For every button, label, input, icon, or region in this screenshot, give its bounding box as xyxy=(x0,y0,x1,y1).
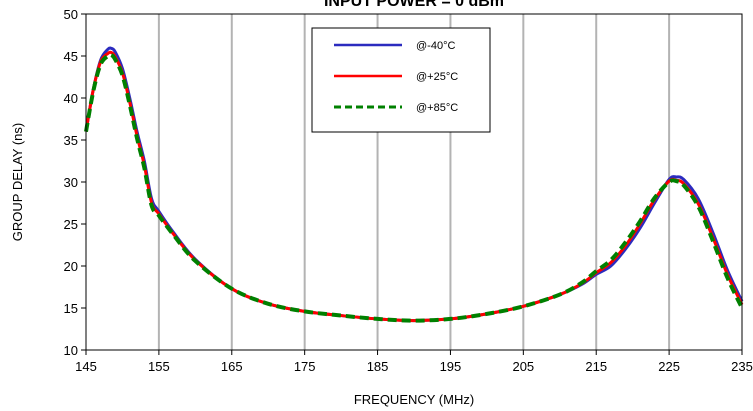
y-axis: 10 15 20 25 30 35 40 45 50 xyxy=(64,7,86,358)
x-tick-label: 165 xyxy=(221,359,243,374)
x-tick-label: 185 xyxy=(367,359,389,374)
legend-label-3: @+85°C xyxy=(416,102,458,114)
y-tick-label: 30 xyxy=(64,175,78,190)
x-tick-label: 155 xyxy=(148,359,170,374)
y-axis-label: GROUP DELAY (ns) xyxy=(10,123,25,241)
x-tick-label: 195 xyxy=(440,359,462,374)
x-tick-label: 145 xyxy=(75,359,97,374)
chart-title: INPUT POWER = 0 dBm xyxy=(324,0,504,10)
x-tick-label: 225 xyxy=(658,359,680,374)
x-tick-label: 205 xyxy=(512,359,534,374)
legend-label-1: @-40°C xyxy=(416,40,455,52)
x-axis: 145 155 165 175 185 195 205 215 225 235 xyxy=(75,350,753,374)
x-axis-label: FREQUENCY (MHz) xyxy=(354,392,474,407)
y-tick-label: 10 xyxy=(64,343,78,358)
legend: @-40°C @+25°C @+85°C xyxy=(311,27,491,133)
y-tick-label: 40 xyxy=(64,91,78,106)
x-tick-label: 215 xyxy=(585,359,607,374)
y-tick-label: 50 xyxy=(64,7,78,22)
y-tick-label: 25 xyxy=(64,217,78,232)
y-tick-label: 45 xyxy=(64,49,78,64)
series-line-3 xyxy=(84,52,744,323)
legend-label-2: @+25°C xyxy=(416,71,458,83)
legend-box xyxy=(311,27,491,133)
y-tick-label: 15 xyxy=(64,301,78,316)
x-tick-label: 235 xyxy=(731,359,753,374)
series-lines xyxy=(84,46,744,323)
y-tick-label: 20 xyxy=(64,259,78,274)
x-tick-label: 175 xyxy=(294,359,316,374)
y-tick-label: 35 xyxy=(64,133,78,148)
